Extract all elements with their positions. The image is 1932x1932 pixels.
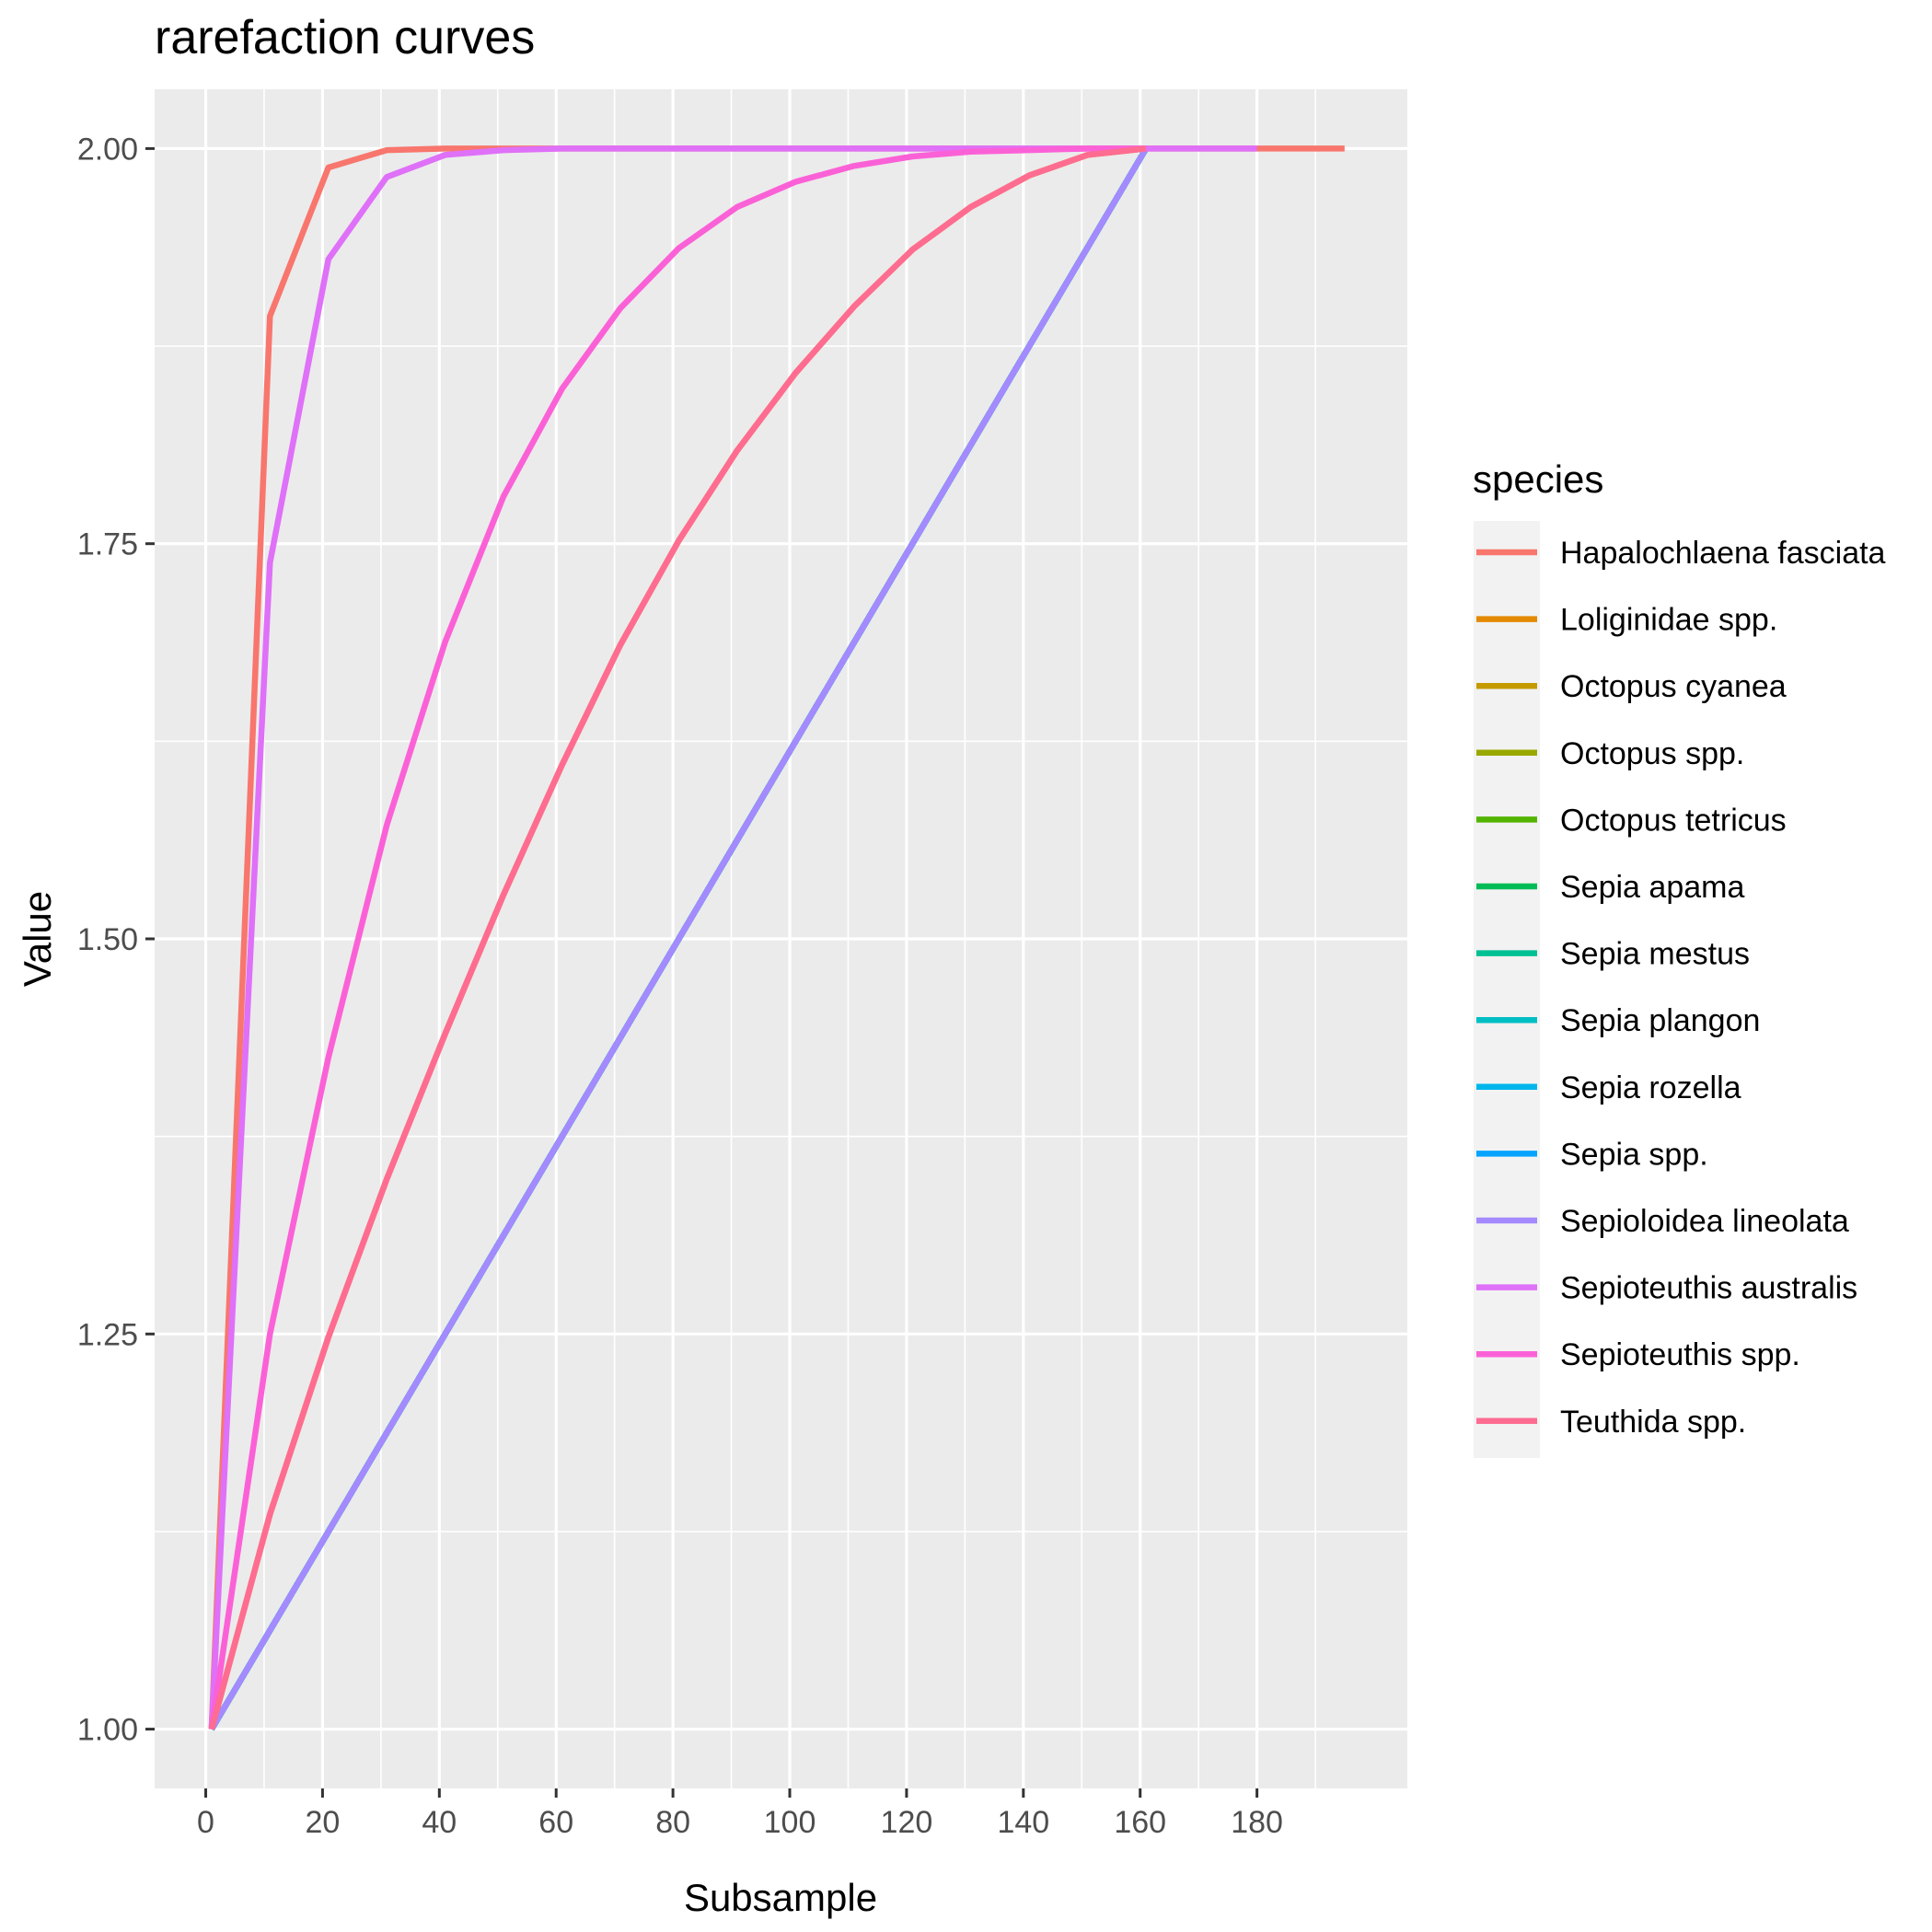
- legend-item-sepioloidea-lineolata: Sepioloidea lineolata: [1476, 1204, 1849, 1239]
- legend-label: Sepia mestus: [1560, 937, 1750, 972]
- x-tick-label: 120: [881, 1805, 933, 1840]
- series-line-sepioloidea-lineolata: [209, 146, 1149, 1731]
- legend-label: Hapalochlaena fasciata: [1560, 536, 1886, 571]
- legend-item-loliginidae-spp: Loliginidae spp.: [1476, 603, 1777, 638]
- legend-label: Sepia rozella: [1560, 1070, 1741, 1105]
- x-tick-label: 180: [1231, 1805, 1283, 1840]
- legend-item-sepia-plangon: Sepia plangon: [1476, 1003, 1760, 1038]
- legend-title: species: [1473, 457, 1603, 501]
- legend-item-sepia-apama: Sepia apama: [1476, 870, 1744, 905]
- x-tick-label: 20: [306, 1805, 341, 1840]
- legend-label: Loliginidae spp.: [1560, 603, 1777, 638]
- legend-label: Octopus cyanea: [1560, 669, 1787, 704]
- x-tick-label: 60: [538, 1805, 573, 1840]
- legend-label: Octopus spp.: [1560, 736, 1744, 771]
- y-tick-label: 1.00: [77, 1713, 138, 1748]
- chart-title: rarefaction curves: [155, 11, 535, 64]
- y-tick-label: 2.00: [77, 132, 138, 167]
- legend-item-octopus-tetricus: Octopus tetricus: [1476, 803, 1787, 838]
- legend-label: Sepia plangon: [1560, 1003, 1760, 1038]
- y-tick-label: 1.75: [77, 527, 138, 562]
- x-tick-label: 100: [764, 1805, 816, 1840]
- grid-major: [155, 89, 1407, 1788]
- x-tick-label: 0: [197, 1805, 214, 1840]
- legend-items: Hapalochlaena fasciata Loliginidae spp. Oc…: [1476, 536, 1886, 1440]
- legend-item-sepia-spp: Sepia spp.: [1476, 1137, 1708, 1172]
- legend-label: Sepioloidea lineolata: [1560, 1204, 1849, 1239]
- series-line-teuthida-spp: [208, 145, 1147, 1730]
- legend-item-octopus-spp: Octopus spp.: [1476, 736, 1744, 771]
- legend-label: Octopus tetricus: [1560, 803, 1787, 838]
- legend-key-background: [1474, 521, 1540, 1458]
- x-tick-label: 80: [655, 1805, 690, 1840]
- series-line-sepioteuthis-spp: [208, 145, 1147, 1730]
- legend-label: Sepioteuthis australis: [1560, 1271, 1857, 1306]
- legend-item-sepioteuthis-spp: Sepioteuthis spp.: [1476, 1337, 1800, 1372]
- x-axis: 0 20 40 60 80 100 120 140 160 180: [197, 1788, 1283, 1840]
- legend-item-teuthida-spp: Teuthida spp.: [1476, 1405, 1746, 1440]
- legend-item-octopus-cyanea: Octopus cyanea: [1476, 669, 1787, 704]
- legend: species Hapalochlaena fasciata Loliginida…: [1473, 457, 1886, 1458]
- x-axis-label: Subsample: [684, 1876, 877, 1919]
- y-tick-label: 1.50: [77, 922, 138, 957]
- legend-item-sepioteuthis-australis: Sepioteuthis australis: [1476, 1271, 1857, 1306]
- y-tick-label: 1.25: [77, 1317, 138, 1352]
- x-tick-label: 140: [997, 1805, 1049, 1840]
- legend-item-sepia-mestus: Sepia mestus: [1476, 937, 1750, 972]
- x-tick-label: 160: [1114, 1805, 1166, 1840]
- legend-label: Sepia apama: [1560, 870, 1744, 905]
- legend-item-hapalochlaena-fasciata: Hapalochlaena fasciata: [1476, 536, 1886, 571]
- legend-label: Sepioteuthis spp.: [1560, 1337, 1800, 1372]
- y-axis-label: Value: [16, 891, 59, 987]
- x-tick-label: 40: [422, 1805, 457, 1840]
- legend-label: Sepia spp.: [1560, 1137, 1708, 1172]
- legend-label: Teuthida spp.: [1560, 1405, 1746, 1440]
- series-lines: [208, 145, 1345, 1731]
- legend-item-sepia-rozella: Sepia rozella: [1476, 1070, 1741, 1105]
- y-axis: 1.00 1.25 1.50 1.75 2.00: [77, 132, 155, 1748]
